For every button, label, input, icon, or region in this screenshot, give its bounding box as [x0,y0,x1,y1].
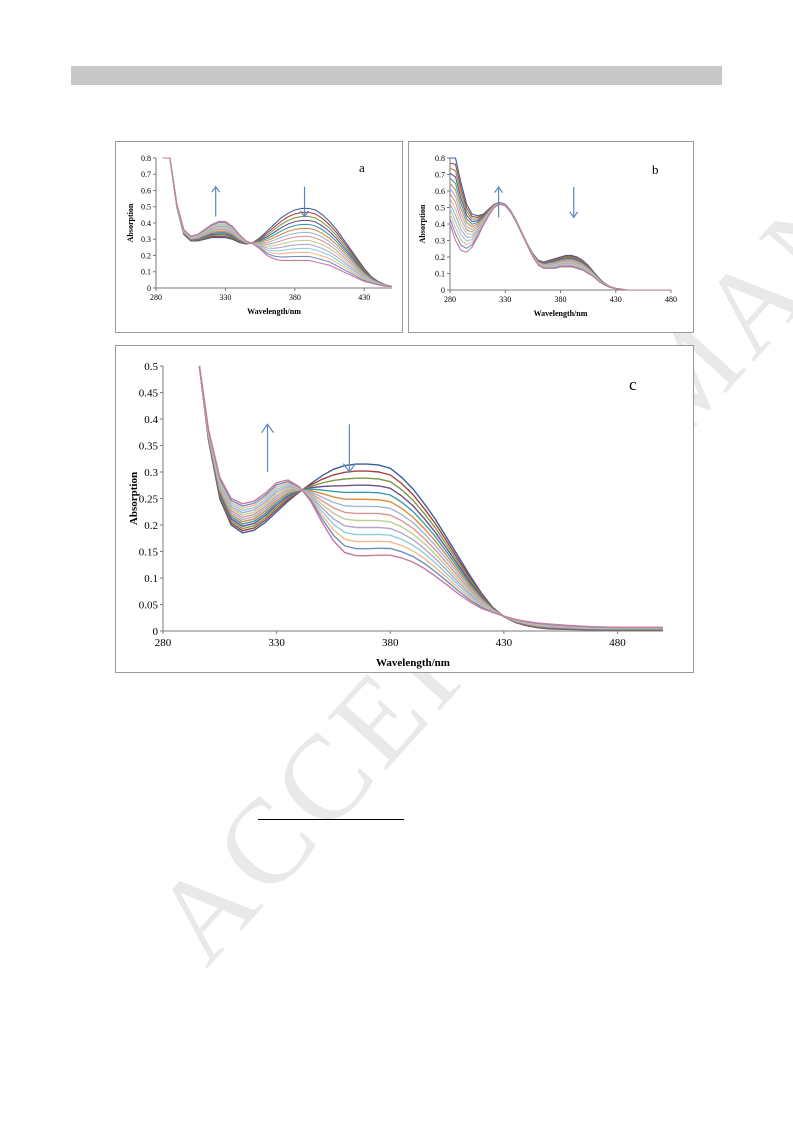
series-line [162,157,392,287]
series-line [450,188,671,290]
y-tick-label: 0.4 [144,414,158,426]
series-line [198,365,663,630]
y-tick-label: 0.8 [141,154,151,163]
y-tick-label: 0.8 [435,154,445,163]
series-line [450,193,671,290]
y-tick-label: 0.15 [139,546,159,558]
chart-b: 0 0.1 0.2 0.3 0.4 0.5 0.6 0.7 0.8 280 330 380 430 480… [418,154,677,318]
x-tick-label: 280 [155,637,172,649]
y-tick-label: 0.6 [141,186,151,195]
chart-a: 0 0.1 0.2 0.3 0.4 0.5 0.6 0.7 0.8 280 330 380 430 Wav… [126,154,392,316]
y-tick-label: 0.1 [435,269,445,278]
x-tick-label: 280 [150,293,162,302]
arrow-head [342,463,356,474]
x-tick-label: 480 [665,295,677,304]
panel-label: c [629,375,637,394]
y-tick-label: 0.35 [139,440,159,452]
series-line [450,203,671,290]
series-line [162,157,392,287]
x-axis-label: Wavelength/nm [534,309,588,318]
panel-label: a [359,160,365,175]
x-tick-label: 430 [358,293,370,302]
x-tick-label: 380 [555,295,567,304]
y-tick-label: 0.45 [139,387,159,399]
series-line [198,365,663,630]
x-axis-label: Wavelength/nm [247,307,301,316]
footnote-rule [258,819,404,820]
x-tick-label: 430 [610,295,622,304]
series-line [450,172,671,290]
chart-panel-c: 0 0.05 0.1 0.15 0.2 0.25 0.3 0.35 0.4 0.45 0.5 280 3… [115,345,694,673]
series-group [162,157,392,287]
series-line [162,157,392,287]
y-tick-label: 0.05 [139,599,159,611]
y-tick-label: 0.5 [144,361,158,373]
panel-label: b [652,162,659,177]
y-axis-label: Absorption [128,472,140,525]
header-bar [71,66,722,85]
arrow-head [211,185,221,193]
y-tick-label: 0.6 [435,187,445,196]
y-tick-label: 0 [441,286,445,295]
y-tick-label: 0.5 [141,203,151,212]
series-line [450,177,671,290]
x-tick-label: 380 [289,293,301,302]
chart-c: 0 0.05 0.1 0.15 0.2 0.25 0.3 0.35 0.4 0.45 0.5 280 3… [128,361,663,669]
y-tick-label: 0.25 [139,493,159,505]
y-tick-label: 0.7 [141,170,151,179]
series-line [162,157,392,287]
series-line [450,167,671,290]
y-tick-label: 0 [153,626,159,638]
x-tick-label: 330 [499,295,511,304]
chart-panel-b: 0 0.1 0.2 0.3 0.4 0.5 0.6 0.7 0.8 280 330 380 430 480… [408,141,694,333]
x-tick-label: 380 [382,637,399,649]
y-tick-label: 0.4 [141,219,151,228]
y-tick-label: 0.1 [144,573,158,585]
y-tick-label: 0.2 [144,520,158,532]
series-line [198,365,663,629]
y-tick-label: 0.3 [144,467,158,479]
series-line [162,157,392,287]
y-tick-label: 0.2 [435,253,445,262]
series-line [162,157,392,287]
arrow-head [569,211,579,219]
y-tick-label: 0.4 [435,220,445,229]
y-tick-label: 0.3 [435,236,445,245]
series-line [450,198,671,290]
series-line [162,157,392,287]
y-tick-label: 0 [147,284,151,293]
series-line [162,157,392,287]
y-tick-label: 0.1 [141,268,151,277]
y-axis-label: Absorption [418,204,427,243]
series-line [162,157,392,287]
series-group [198,365,663,631]
series-line [198,365,663,630]
x-tick-label: 330 [219,293,231,302]
y-tick-label: 0.7 [435,170,445,179]
y-tick-label: 0.5 [435,203,445,212]
arrow-head [261,423,275,434]
x-tick-label: 430 [496,637,513,649]
series-line [162,157,392,287]
series-line [198,365,663,628]
y-tick-label: 0.2 [141,251,151,260]
y-tick-label: 0.3 [141,235,151,244]
arrow-head [300,210,310,218]
y-axis-label: Absorption [126,203,135,242]
chart-panel-a: 0 0.1 0.2 0.3 0.4 0.5 0.6 0.7 0.8 280 330 380 430 Wav… [115,141,403,333]
x-axis-label: Wavelength/nm [376,657,450,669]
x-tick-label: 480 [609,637,626,649]
series-line [198,365,663,631]
series-line [450,183,671,290]
series-group [450,157,671,290]
x-tick-label: 280 [444,295,456,304]
x-tick-label: 330 [268,637,285,649]
arrow-head [494,186,504,193]
